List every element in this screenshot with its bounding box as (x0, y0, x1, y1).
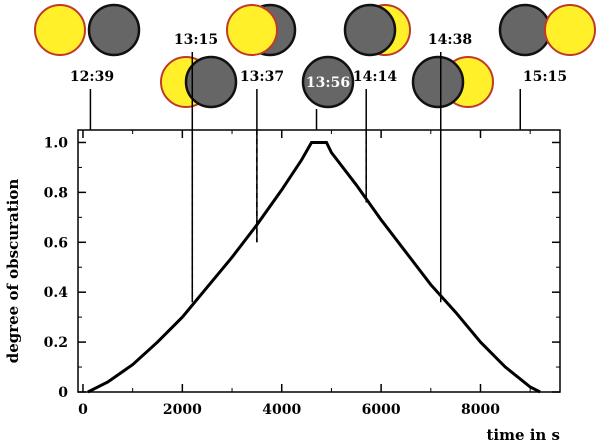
eclipse-phase-1: 12:39 (34, 3, 141, 85)
x-tick-label: 4000 (262, 402, 301, 418)
time-label: 14:38 (428, 32, 472, 48)
y-tick-label: 0.6 (44, 235, 68, 251)
moon-disk (411, 55, 465, 109)
moon-disk (301, 55, 355, 109)
eclipse-phase-diagram: 12:39 13:15 13:37 13:56 14:14 14:38 15:15 (34, 3, 596, 109)
moon-disk (87, 3, 141, 57)
y-tick-label: 0 (58, 385, 68, 401)
moon-disk (184, 55, 238, 109)
y-tick-label: 0.2 (44, 335, 68, 351)
y-axis-ticks: 0 0.2 0.4 0.6 0.8 1.0 (44, 135, 560, 401)
time-label: 15:15 (523, 69, 567, 85)
sun-disk (544, 4, 596, 56)
x-tick-label: 2000 (163, 402, 202, 418)
time-label: 13:37 (240, 69, 284, 85)
time-label: 13:15 (174, 32, 218, 48)
eclipse-phase-7: 15:15 (498, 3, 596, 85)
x-tick-label: 0 (78, 402, 88, 418)
eclipse-phase-3: 13:37 (226, 3, 297, 85)
eclipse-phase-4: 13:56 (301, 55, 355, 109)
time-label: 14:14 (353, 69, 397, 85)
obscuration-curve (87, 141, 541, 394)
sun-disk (226, 4, 278, 56)
eclipse-phase-6: 14:38 (411, 32, 494, 109)
eclipse-phase-2: 13:15 (160, 32, 238, 109)
y-tick-label: 0.8 (44, 185, 68, 201)
sun-disk (34, 4, 86, 56)
x-axis-ticks: 0 2000 4000 6000 8000 (78, 130, 531, 418)
y-tick-label: 0.4 (44, 285, 69, 301)
x-tick-label: 6000 (362, 402, 401, 418)
x-axis-label: time in s (486, 426, 560, 444)
x-tick-label: 8000 (461, 402, 500, 418)
y-axis-label: degree of obscuration (4, 179, 22, 364)
time-label: 12:39 (70, 69, 114, 85)
eclipse-phase-5: 14:14 (343, 3, 411, 85)
y-tick-label: 1.0 (44, 135, 69, 151)
plot-frame (77, 129, 561, 393)
moon-disk (343, 3, 397, 57)
time-label: 13:56 (306, 75, 350, 91)
moon-disk (498, 3, 552, 57)
annotation-lines (89, 52, 521, 303)
